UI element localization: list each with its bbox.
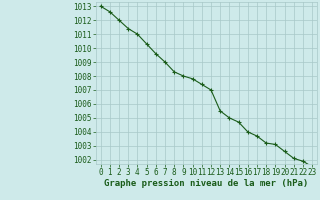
X-axis label: Graphe pression niveau de la mer (hPa): Graphe pression niveau de la mer (hPa) — [104, 179, 308, 188]
